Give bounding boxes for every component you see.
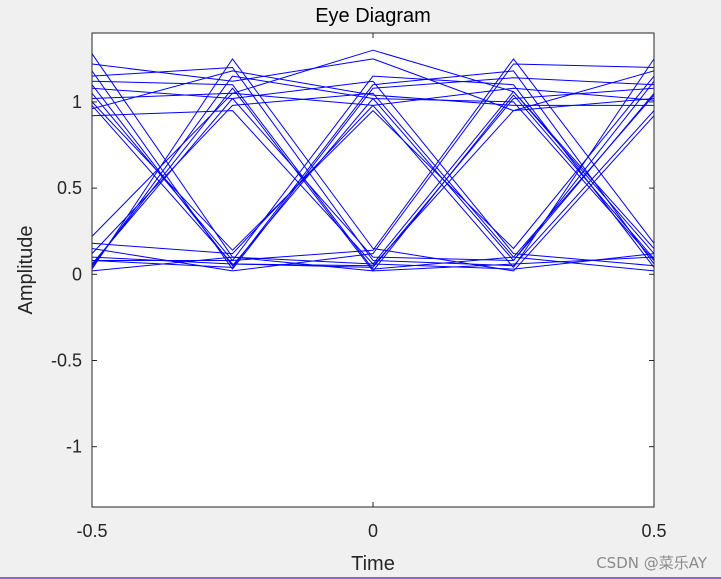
y-axis-label: Amplitude [15,226,37,315]
y-tick-label: 0.5 [57,178,82,198]
eye-trace-11 [92,63,654,272]
x-axis-label: Time [351,553,395,575]
eye-trace-23 [92,58,654,261]
eye-trace-5 [92,70,654,268]
x-tick-label: 0 [368,521,378,541]
eye-trace-9 [92,92,654,265]
y-tick-label: -1 [66,437,82,457]
eye-trace-6 [92,87,654,268]
eye-traces [92,49,654,272]
y-tick-label: 0 [72,264,82,284]
eye-trace-21 [92,49,654,254]
eye-trace-13 [92,75,654,268]
bottom-rule [0,577,721,579]
eye-trace-8 [92,58,654,112]
eye-trace-17 [92,98,654,267]
eye-trace-4 [92,67,654,267]
eye-trace-20 [92,75,654,251]
y-tick-label: -0.5 [51,350,82,370]
plot-area [92,33,654,507]
eye-trace-12 [92,53,654,272]
eye-trace-24 [92,70,654,110]
watermark: CSDN @菜乐AY [596,554,707,572]
axis-ticks: -0.5 0 0.5 -1 -0.5 0 0.5 1 [51,33,667,541]
x-tick-label: 0.5 [641,521,666,541]
y-tick-label: 1 [72,92,82,112]
eye-trace-14 [92,91,654,265]
eye-trace-19 [92,58,654,272]
eye-trace-18 [92,70,654,270]
chart-title: Eye Diagram [315,5,431,27]
x-tick-label: -0.5 [76,521,107,541]
eye-trace-16 [92,80,654,267]
eye-trace-15 [92,58,654,268]
